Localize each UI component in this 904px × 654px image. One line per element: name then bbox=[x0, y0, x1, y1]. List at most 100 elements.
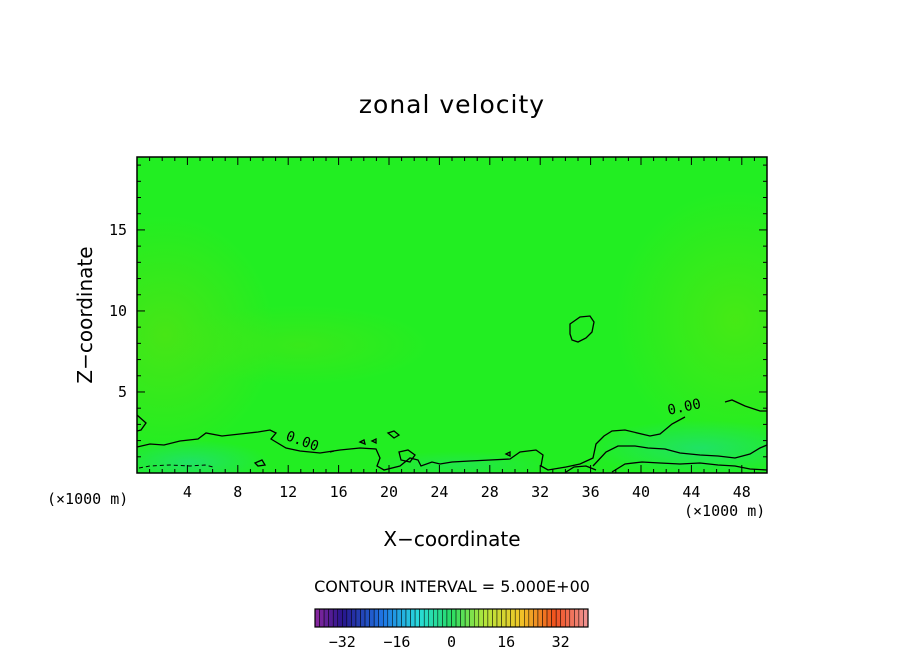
colorbar-swatch bbox=[483, 608, 489, 628]
contour-line bbox=[137, 416, 686, 471]
colorbar-tick-label: 32 bbox=[552, 633, 570, 651]
colorbar-tick-label: −32 bbox=[329, 633, 356, 651]
x-tick-label: 20 bbox=[380, 483, 398, 501]
colorbar-swatch bbox=[419, 608, 425, 628]
colorbar-swatch bbox=[524, 608, 530, 628]
colorbar-swatch bbox=[328, 608, 334, 628]
colorbar-swatch bbox=[514, 608, 521, 628]
colorbar-swatch bbox=[323, 608, 329, 628]
colorbar-swatch bbox=[351, 608, 357, 628]
x-tick-label: 44 bbox=[682, 483, 700, 501]
colorbar-swatch bbox=[392, 608, 398, 628]
field-shade-bottom-right bbox=[590, 420, 767, 473]
colorbar-swatch bbox=[583, 608, 589, 628]
colorbar-swatch bbox=[460, 608, 466, 628]
y-tick-label: 10 bbox=[109, 302, 127, 320]
colorbar-swatch bbox=[574, 608, 580, 628]
colorbar-swatch bbox=[487, 608, 493, 628]
x-tick-label: 28 bbox=[481, 483, 499, 501]
colorbar-swatch bbox=[464, 608, 470, 628]
colorbar-swatch bbox=[455, 608, 461, 628]
contour-line bbox=[358, 439, 366, 446]
x-tick-label: 4 bbox=[183, 483, 192, 501]
colorbar-swatch bbox=[442, 608, 448, 628]
field-shade-bottom-left bbox=[137, 440, 270, 473]
colorbar-labels: −32 −16 0 16 32 bbox=[329, 633, 570, 651]
colorbar-swatch bbox=[428, 608, 434, 628]
colorbar-swatch bbox=[342, 608, 348, 628]
y-tick-label: 5 bbox=[118, 383, 127, 401]
colorbar-swatch bbox=[519, 608, 525, 628]
chart-title: zonal velocity bbox=[359, 90, 545, 119]
colorbar-swatch bbox=[314, 608, 320, 628]
colorbar-swatch bbox=[510, 608, 516, 628]
colorbar-swatch bbox=[569, 608, 575, 628]
contour-line bbox=[504, 450, 511, 458]
colorbar-tick-label: −16 bbox=[383, 633, 410, 651]
x-tick-label: 48 bbox=[733, 483, 751, 501]
colorbar-swatch bbox=[551, 608, 557, 628]
colorbar-swatch bbox=[533, 608, 539, 628]
x-tick-label: 32 bbox=[531, 483, 549, 501]
colorbar-swatch bbox=[542, 608, 548, 628]
colorbar-swatch bbox=[560, 608, 566, 628]
contour-label: 0.00 bbox=[666, 396, 702, 419]
x-axis-label: X−coordinate bbox=[383, 527, 520, 551]
colorbar-swatch bbox=[396, 608, 402, 628]
x-tick-label: 36 bbox=[582, 483, 600, 501]
field-shade-right bbox=[615, 190, 767, 450]
contour-line-negative bbox=[138, 464, 214, 469]
field-shade-center bbox=[170, 305, 430, 385]
x-axis-unit-left: (×1000 m) bbox=[47, 490, 128, 508]
contour-line bbox=[253, 459, 267, 467]
x-tick-label: 8 bbox=[233, 483, 242, 501]
colorbar-swatch bbox=[433, 608, 439, 628]
colorbar-swatch bbox=[546, 608, 552, 628]
colorbar-swatch bbox=[410, 608, 416, 628]
colorbar-swatch bbox=[360, 608, 366, 628]
colorbar-swatch bbox=[364, 608, 370, 628]
colorbar-swatch bbox=[469, 608, 475, 628]
colorbar-swatch bbox=[346, 608, 352, 628]
colorbar-swatch bbox=[555, 608, 561, 628]
colorbar-swatch bbox=[319, 608, 325, 628]
x-tick-label: 40 bbox=[632, 483, 650, 501]
contour-line bbox=[137, 414, 147, 432]
colorbar-tick-label: 16 bbox=[497, 633, 515, 651]
contour-line bbox=[611, 461, 767, 473]
plot-field: 0.000.00 bbox=[137, 157, 767, 473]
contour-lines bbox=[137, 315, 767, 473]
colorbar-swatch bbox=[446, 608, 452, 628]
colorbar-swatch bbox=[505, 608, 511, 628]
colorbar-swatch bbox=[373, 608, 379, 628]
colorbar-swatch bbox=[378, 608, 384, 628]
colorbar-swatch bbox=[501, 608, 507, 628]
colorbar-swatch bbox=[474, 608, 480, 628]
contour-line bbox=[329, 450, 335, 453]
colorbar-swatch bbox=[478, 608, 484, 628]
contour-line bbox=[398, 449, 416, 463]
x-axis-ticks: 4 8 12 16 20 24 28 32 36 40 44 48 bbox=[149, 157, 755, 501]
colorbar-swatch bbox=[369, 608, 375, 628]
colorbar-tick-label: 0 bbox=[447, 633, 456, 651]
colorbar-swatch bbox=[451, 608, 457, 628]
x-axis-unit-right: (×1000 m) bbox=[684, 502, 765, 520]
colorbar-swatch bbox=[387, 608, 393, 628]
colorbar-swatch bbox=[414, 608, 420, 628]
colorbar-swatch bbox=[337, 608, 343, 628]
y-axis-label: Z−coordinate bbox=[73, 246, 97, 383]
colorbar-swatch bbox=[537, 608, 543, 628]
colorbar-swatch bbox=[332, 608, 339, 628]
y-tick-label: 15 bbox=[109, 221, 127, 239]
contour-line bbox=[386, 430, 401, 439]
colorbar-swatch bbox=[528, 608, 534, 628]
colorbar-swatch bbox=[383, 608, 389, 628]
contour-line bbox=[724, 399, 767, 412]
colorbar bbox=[314, 608, 589, 628]
contour-interval-label: CONTOUR INTERVAL = 5.000E+00 bbox=[314, 577, 590, 596]
colorbar-swatch bbox=[492, 608, 498, 628]
x-tick-label: 16 bbox=[330, 483, 348, 501]
contour-line bbox=[569, 315, 595, 343]
colorbar-swatch bbox=[565, 608, 571, 628]
